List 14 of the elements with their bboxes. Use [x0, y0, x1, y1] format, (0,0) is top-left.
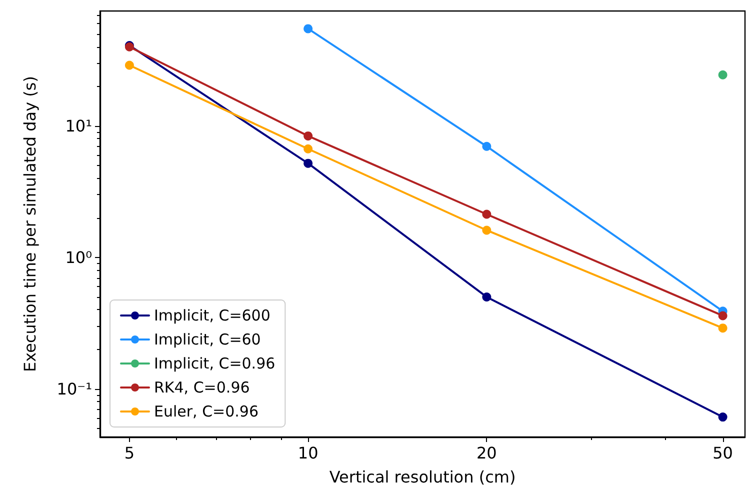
- legend-label: Implicit, C=600: [154, 306, 270, 324]
- x-axis-title: Vertical resolution (cm): [329, 468, 516, 486]
- y-tick-label: 10⁰: [65, 248, 92, 267]
- legend-label: RK4, C=0.96: [154, 378, 250, 396]
- legend-label: Implicit, C=60: [154, 330, 261, 348]
- legend-label: Euler, C=0.96: [154, 402, 259, 420]
- legend-label: Implicit, C=0.96: [154, 354, 276, 372]
- x-tick-label: 5: [124, 444, 135, 462]
- y-axis-title: Execution time per simulated day (s): [20, 76, 40, 372]
- x-tick-label: 50: [712, 444, 733, 462]
- x-tick-label: 10: [298, 444, 318, 462]
- y-tick-label: 10¹: [65, 116, 92, 136]
- y-tick-label: 10⁻¹: [56, 379, 92, 398]
- x-tick-label: 20: [476, 444, 497, 462]
